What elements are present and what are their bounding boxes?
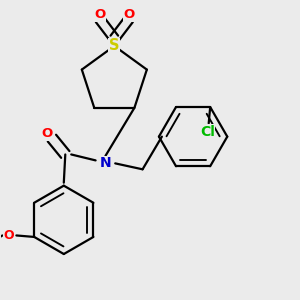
Text: O: O (4, 229, 14, 242)
Text: S: S (109, 38, 120, 53)
Text: O: O (94, 8, 105, 21)
Text: O: O (123, 8, 135, 21)
Text: O: O (42, 127, 53, 140)
Text: N: N (100, 156, 111, 170)
Text: Cl: Cl (200, 125, 215, 139)
